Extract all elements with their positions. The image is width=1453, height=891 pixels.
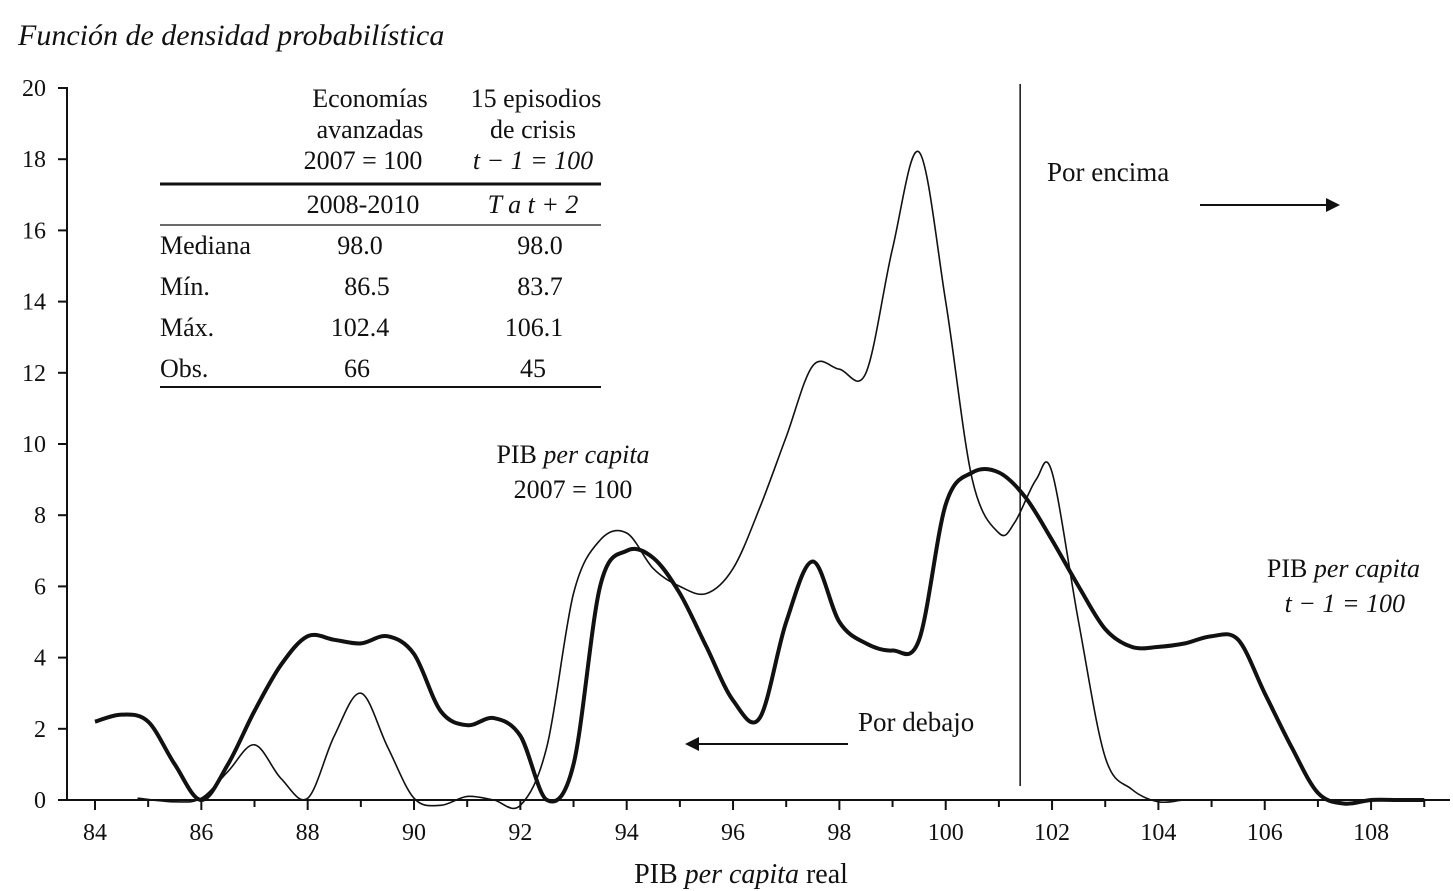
x-tick-label: 90 [402,820,426,846]
table-row-label: Obs. [160,354,208,383]
x-tick-label: 84 [83,820,107,846]
x-tick-label: 96 [721,820,745,846]
y-tick-label: 8 [34,503,46,529]
x-tick-label: 86 [189,820,213,846]
x-axis: 84 86 88 90 92 94 96 98 100 102 104 106 108 [83,800,1426,846]
table-subheader-col2: T a t + 2 [488,190,579,219]
x-tick-label: 92 [508,820,532,846]
table-cell: 45 [520,354,546,383]
series-line-t-minus-1 [94,466,1425,806]
x-tick-label: 104 [1140,820,1176,846]
x-axis-label: PIB per capita real [634,859,848,890]
table-col1-header-3: 2007 = 100 [304,146,423,175]
x-tick-label: 88 [296,820,320,846]
y-tick-label: 6 [34,574,46,600]
table-cell: 106.1 [505,313,564,342]
series-line-2007 [137,150,1212,810]
table-cell: 102.4 [331,313,390,342]
annotation-por-debajo: Por debajo [858,707,974,737]
table-col1-header-1: Economías [312,84,428,113]
arrow-left-icon [685,737,699,751]
y-tick-label: 14 [22,290,46,316]
y-tick-label: 12 [22,361,46,387]
y-tick-label: 0 [34,788,46,814]
table-cell: 83.7 [517,272,563,301]
table-col2-header-1: 15 episodios [471,84,602,113]
x-tick-label: 100 [928,820,964,846]
series-label-t1-line2: t − 1 = 100 [1285,589,1405,618]
y-tick-label: 4 [34,646,46,672]
x-tick-label: 106 [1247,820,1283,846]
chart-title: Función de densidad probabilística [17,19,444,52]
x-tick-label: 102 [1034,820,1070,846]
y-tick-label: 16 [22,218,46,244]
y-tick-label: 10 [22,432,46,458]
table-row-label: Mín. [160,272,210,301]
table-row-label: Máx. [160,313,214,342]
y-tick-label: 20 [22,76,46,102]
table-col2-header-3: t − 1 = 100 [473,146,593,175]
x-tick-label: 98 [827,820,851,846]
table-cell: 66 [344,354,370,383]
x-tick-label: 94 [615,820,639,846]
table-cell: 98.0 [337,231,383,260]
table-cell: 98.0 [517,231,563,260]
series-label-2007-line1: PIB per capita [496,440,649,469]
table-subheader-col1: 2008-2010 [307,190,420,219]
y-tick-label: 18 [22,147,46,173]
inset-table: Economías avanzadas 2007 = 100 15 episod… [160,84,602,388]
arrow-right-icon [1326,198,1340,212]
series-label-2007-line2: 2007 = 100 [514,475,633,504]
annotation-por-encima: Por encima [1047,157,1169,187]
series-label-t1-line1: PIB per capita [1267,554,1420,583]
table-cell: 86.5 [344,272,390,301]
table-row-label: Mediana [160,231,251,260]
y-axis: 0 2 4 6 8 10 12 14 16 18 20 [22,76,67,814]
x-tick-label: 108 [1353,820,1389,846]
table-col2-header-2: de crisis [490,115,576,144]
table-col1-header-2: avanzadas [317,115,424,144]
y-tick-label: 2 [34,717,46,743]
